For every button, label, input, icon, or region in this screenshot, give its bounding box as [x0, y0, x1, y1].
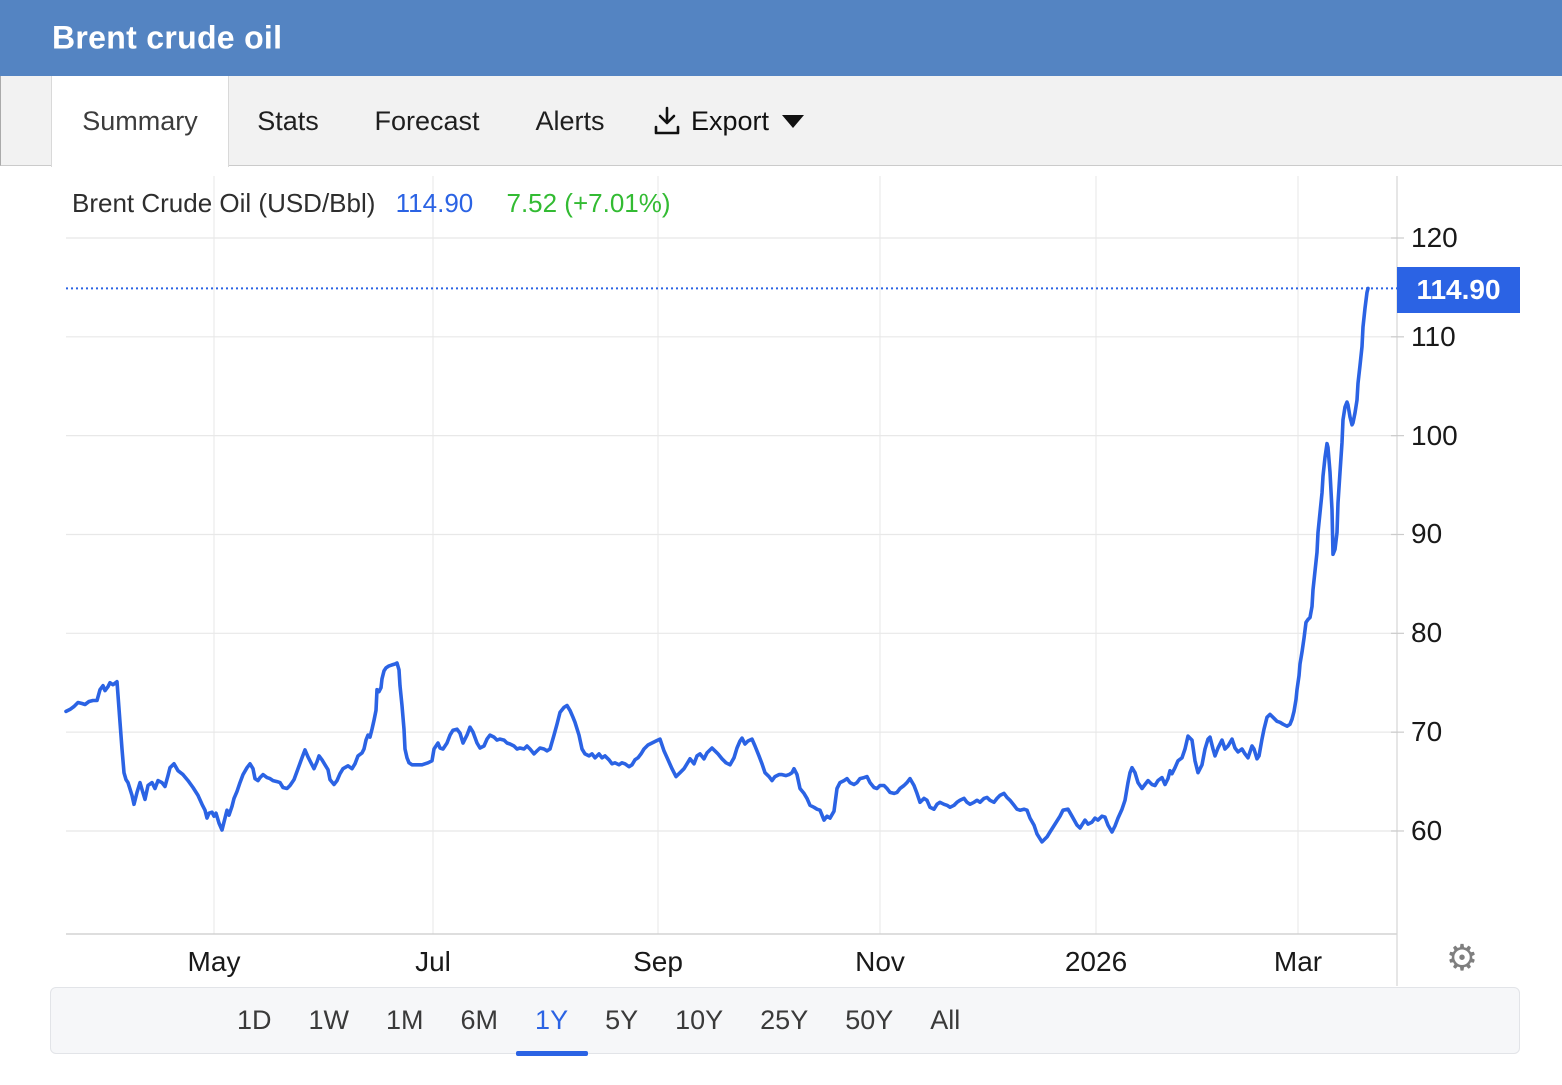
- export-button[interactable]: Export: [652, 76, 805, 166]
- x-axis-label: Mar: [1273, 946, 1323, 977]
- active-range-indicator: [515, 1051, 588, 1056]
- tab-forecast[interactable]: Forecast: [374, 106, 480, 136]
- range-selector-bar: 1D 1W 1M 6M 1Y 5Y 10Y 25Y 50Y All: [50, 987, 1520, 1056]
- x-axis-label: 2026: [1064, 946, 1128, 977]
- tab-summary[interactable]: Summary: [51, 76, 229, 167]
- download-icon: [652, 105, 682, 137]
- range-button-1m[interactable]: 1M: [386, 1005, 424, 1035]
- caret-down-icon: [782, 114, 805, 128]
- chart-title-row: Brent Crude Oil (USD/Bbl) 114.90 7.52 (+…: [72, 188, 671, 219]
- tab-stats[interactable]: Stats: [257, 106, 319, 136]
- tab-bar: Summary Stats Forecast Alerts Export: [0, 76, 1562, 167]
- settings-gear-icon[interactable]: ⚙: [1445, 937, 1479, 978]
- last-price-value: 114.90: [395, 188, 474, 218]
- export-label: Export: [691, 105, 770, 136]
- y-axis-label: 110: [1411, 320, 1456, 352]
- range-button-1y[interactable]: 1Y: [515, 988, 588, 1056]
- range-button-1d[interactable]: 1D: [237, 1005, 272, 1035]
- x-axis-label: May: [187, 946, 241, 977]
- y-axis-label: 80: [1411, 617, 1443, 649]
- series-title: Brent Crude Oil (USD/Bbl): [72, 188, 376, 218]
- range-button-6m[interactable]: 6M: [460, 1005, 499, 1035]
- widget-title: Brent crude oil: [52, 19, 283, 56]
- y-axis-label: 90: [1411, 518, 1443, 550]
- price-line-series: [64, 286, 1370, 844]
- tab-alerts[interactable]: Alerts: [535, 106, 605, 136]
- x-axis-label: Nov: [855, 946, 905, 977]
- range-button-all[interactable]: All: [930, 1005, 961, 1035]
- x-axis-label: Jul: [415, 946, 451, 977]
- current-price-tag: 114.90: [1397, 267, 1520, 314]
- y-axis-label: 100: [1411, 419, 1458, 451]
- price-change-value: 7.52 (+7.01%): [506, 188, 671, 218]
- range-button-5y[interactable]: 5Y: [605, 1005, 639, 1035]
- y-axis-label: 120: [1411, 222, 1458, 253]
- range-button-50y[interactable]: 50Y: [845, 1005, 894, 1035]
- y-axis-label: 60: [1411, 814, 1443, 846]
- range-button-25y[interactable]: 25Y: [760, 1005, 809, 1035]
- y-axis-label: 70: [1411, 716, 1443, 748]
- range-button-1w[interactable]: 1W: [308, 1005, 350, 1035]
- widget-header: Brent crude oil: [0, 0, 1562, 76]
- range-button-10y[interactable]: 10Y: [675, 1005, 724, 1035]
- x-axis-label: Sep: [633, 946, 683, 977]
